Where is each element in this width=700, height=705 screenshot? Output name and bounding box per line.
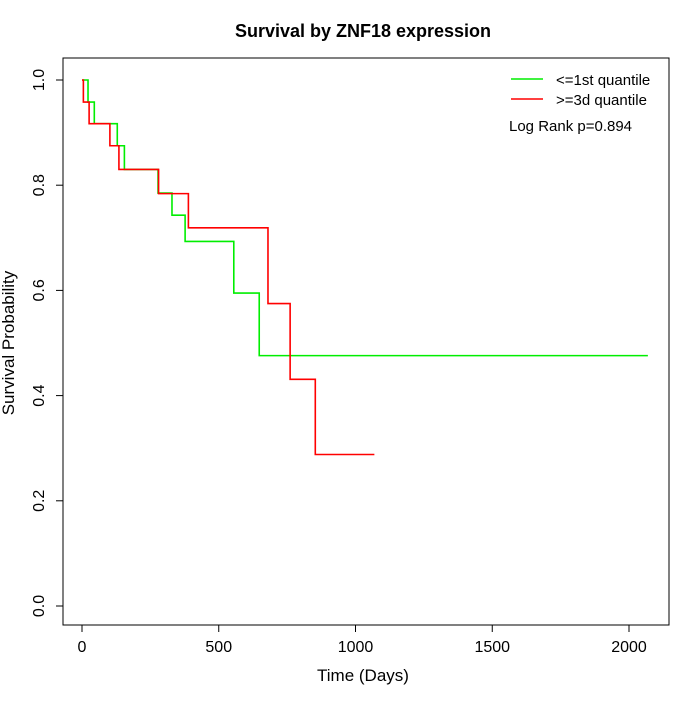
x-tick-label: 1500 [474, 639, 510, 656]
y-tick-label: 0.0 [31, 595, 48, 617]
x-tick-label: 1000 [338, 639, 374, 656]
y-axis-label: Survival Probability [0, 270, 18, 415]
survival-curve-high [82, 79, 375, 456]
x-axis-label: Time (Days) [317, 666, 409, 685]
legend: <=1st quantile >=3d quantile Log Rank p=… [509, 72, 650, 135]
y-tick-label: 1.0 [31, 69, 48, 91]
y-tick-label: 0.4 [31, 384, 48, 406]
legend-label-high: >=3d quantile [556, 92, 647, 109]
y-tick-label: 0.8 [31, 174, 48, 196]
y-tick-label: 0.6 [31, 279, 48, 301]
y-tick-label: 0.2 [31, 490, 48, 512]
x-axis: 0 500 1000 1500 2000 [78, 624, 647, 656]
x-tick-label: 0 [78, 639, 87, 656]
y-axis: 0.0 0.2 0.4 0.6 0.8 1.0 [31, 69, 64, 617]
chart-title: Survival by ZNF18 expression [235, 21, 491, 41]
legend-label-low: <=1st quantile [556, 72, 650, 89]
series-group [82, 79, 648, 456]
logrank-annotation: Log Rank p=0.894 [509, 118, 632, 135]
plot-frame [62, 57, 670, 626]
x-tick-label: 2000 [611, 639, 647, 656]
x-tick-label: 500 [205, 639, 232, 656]
